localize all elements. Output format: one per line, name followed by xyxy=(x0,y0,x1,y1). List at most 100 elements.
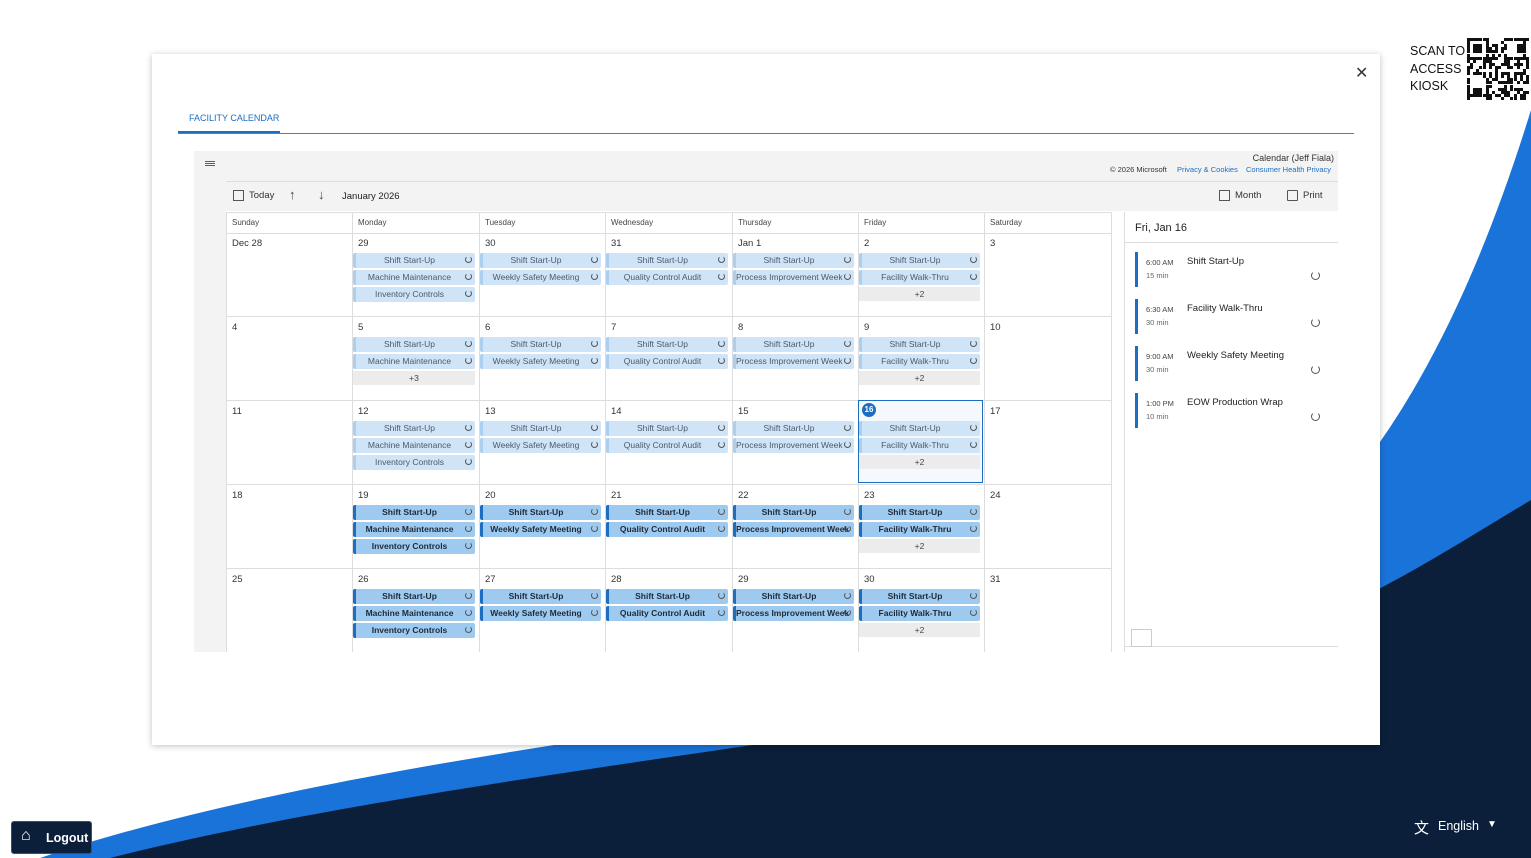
qr-cell xyxy=(1485,53,1489,57)
event[interactable]: Shift Start-Up xyxy=(480,505,601,520)
agenda-bar[interactable] xyxy=(1135,346,1138,381)
more-events[interactable]: +2 xyxy=(859,455,980,469)
event[interactable]: Inventory Controls xyxy=(353,287,475,302)
close-button[interactable]: ✕ xyxy=(1355,65,1369,82)
event[interactable]: Machine Maintenance xyxy=(353,354,475,369)
today-button[interactable]: Today xyxy=(249,190,275,201)
event[interactable]: Shift Start-Up xyxy=(480,421,601,436)
agenda-bar[interactable] xyxy=(1135,252,1138,287)
tab[interactable]: FACILITY CALENDAR xyxy=(189,113,280,123)
event[interactable]: Shift Start-Up xyxy=(606,253,728,268)
event[interactable]: Shift Start-Up xyxy=(353,505,475,520)
event[interactable]: Shift Start-Up xyxy=(733,589,854,604)
logout-button[interactable]: ⌂ Logout xyxy=(11,821,92,854)
event[interactable]: Process Improvement Week xyxy=(733,438,854,453)
today-icon[interactable] xyxy=(233,190,244,201)
event[interactable]: Shift Start-Up xyxy=(353,253,475,268)
qr-cell xyxy=(1476,93,1480,97)
qr-cell xyxy=(1473,72,1477,76)
view-icon[interactable] xyxy=(1219,190,1230,201)
qr-cell xyxy=(1476,56,1480,60)
event[interactable]: Weekly Safety Meeting xyxy=(480,606,601,621)
event[interactable]: Shift Start-Up xyxy=(606,589,728,604)
event[interactable]: Shift Start-Up xyxy=(480,337,601,352)
privacy-link[interactable]: Privacy & Cookies xyxy=(1177,165,1238,174)
event[interactable]: Shift Start-Up xyxy=(859,253,980,268)
event[interactable]: Facility Walk-Thru xyxy=(859,354,980,369)
qr-cell xyxy=(1467,65,1471,69)
event[interactable]: Shift Start-Up xyxy=(733,505,854,520)
event[interactable]: Inventory Controls xyxy=(353,539,475,554)
event[interactable]: Shift Start-Up xyxy=(606,505,728,520)
agenda-duration: 30 min xyxy=(1146,318,1169,327)
event[interactable]: Facility Walk-Thru xyxy=(859,438,980,453)
more-events[interactable]: +2 xyxy=(859,539,980,553)
event[interactable]: Process Improvement Week xyxy=(733,522,854,537)
event[interactable]: Shift Start-Up xyxy=(859,337,980,352)
event[interactable]: Shift Start-Up xyxy=(480,253,601,268)
menu-icon[interactable] xyxy=(205,165,215,166)
event[interactable]: Inventory Controls xyxy=(353,455,475,470)
event[interactable]: Process Improvement Week xyxy=(733,354,854,369)
grid-col xyxy=(1111,212,1112,652)
event[interactable]: Facility Walk-Thru xyxy=(859,522,980,537)
event[interactable]: Quality Control Audit xyxy=(606,270,728,285)
event[interactable]: Shift Start-Up xyxy=(733,337,854,352)
agenda-bar[interactable] xyxy=(1135,393,1138,428)
event[interactable]: Weekly Safety Meeting xyxy=(480,270,601,285)
event[interactable]: Quality Control Audit xyxy=(606,522,728,537)
qr-cell xyxy=(1488,93,1492,97)
event[interactable]: Shift Start-Up xyxy=(733,253,854,268)
event[interactable]: Machine Maintenance xyxy=(353,270,475,285)
event[interactable]: Inventory Controls xyxy=(353,623,475,638)
event[interactable]: Weekly Safety Meeting xyxy=(480,522,601,537)
event[interactable]: Shift Start-Up xyxy=(353,421,475,436)
prev-button[interactable]: ↑ xyxy=(289,187,296,202)
event[interactable]: Machine Maintenance xyxy=(353,438,475,453)
event[interactable]: Shift Start-Up xyxy=(733,421,854,436)
qr-cell xyxy=(1470,93,1474,97)
more-events[interactable]: +3 xyxy=(353,371,475,385)
qr-cell xyxy=(1479,56,1483,60)
event[interactable]: Process Improvement Week xyxy=(733,270,854,285)
qr-cell xyxy=(1510,81,1514,85)
more-events[interactable]: +2 xyxy=(859,287,980,301)
more-events[interactable]: +2 xyxy=(859,371,980,385)
event[interactable]: Quality Control Audit xyxy=(606,606,728,621)
qr-cell xyxy=(1473,50,1477,54)
qr-cell xyxy=(1513,56,1517,60)
event[interactable]: Weekly Safety Meeting xyxy=(480,354,601,369)
event[interactable]: Shift Start-Up xyxy=(859,589,980,604)
qr-cell xyxy=(1519,87,1523,91)
event[interactable]: Shift Start-Up xyxy=(480,589,601,604)
print-button[interactable]: Print xyxy=(1303,190,1323,201)
menu-icon[interactable] xyxy=(205,163,215,164)
more-events[interactable]: +2 xyxy=(859,623,980,637)
agenda-duration: 30 min xyxy=(1146,365,1169,374)
event[interactable]: Quality Control Audit xyxy=(606,438,728,453)
language-select[interactable]: English xyxy=(1438,819,1479,833)
event[interactable]: Process Improvement Week xyxy=(733,606,854,621)
event[interactable]: Shift Start-Up xyxy=(859,421,980,436)
month-label[interactable]: January 2026 xyxy=(342,191,400,202)
event[interactable]: Shift Start-Up xyxy=(353,589,475,604)
event[interactable]: Facility Walk-Thru xyxy=(859,606,980,621)
event[interactable]: Weekly Safety Meeting xyxy=(480,438,601,453)
event[interactable]: Shift Start-Up xyxy=(606,421,728,436)
health-link[interactable]: Consumer Health Privacy xyxy=(1246,165,1332,174)
menu-icon[interactable] xyxy=(205,161,215,162)
event[interactable]: Facility Walk-Thru xyxy=(859,270,980,285)
agenda-bar[interactable] xyxy=(1135,299,1138,334)
print-icon[interactable] xyxy=(1287,190,1298,201)
next-button[interactable]: ↓ xyxy=(318,187,325,202)
event[interactable]: Machine Maintenance xyxy=(353,606,475,621)
event[interactable]: Quality Control Audit xyxy=(606,354,728,369)
event[interactable]: Shift Start-Up xyxy=(606,337,728,352)
keyboard-icon[interactable] xyxy=(1131,629,1152,647)
event[interactable]: Machine Maintenance xyxy=(353,522,475,537)
view-button[interactable]: Month xyxy=(1235,190,1262,201)
qr-cell xyxy=(1494,93,1498,97)
event[interactable]: Shift Start-Up xyxy=(859,505,980,520)
qr-cell xyxy=(1479,44,1483,48)
event[interactable]: Shift Start-Up xyxy=(353,337,475,352)
